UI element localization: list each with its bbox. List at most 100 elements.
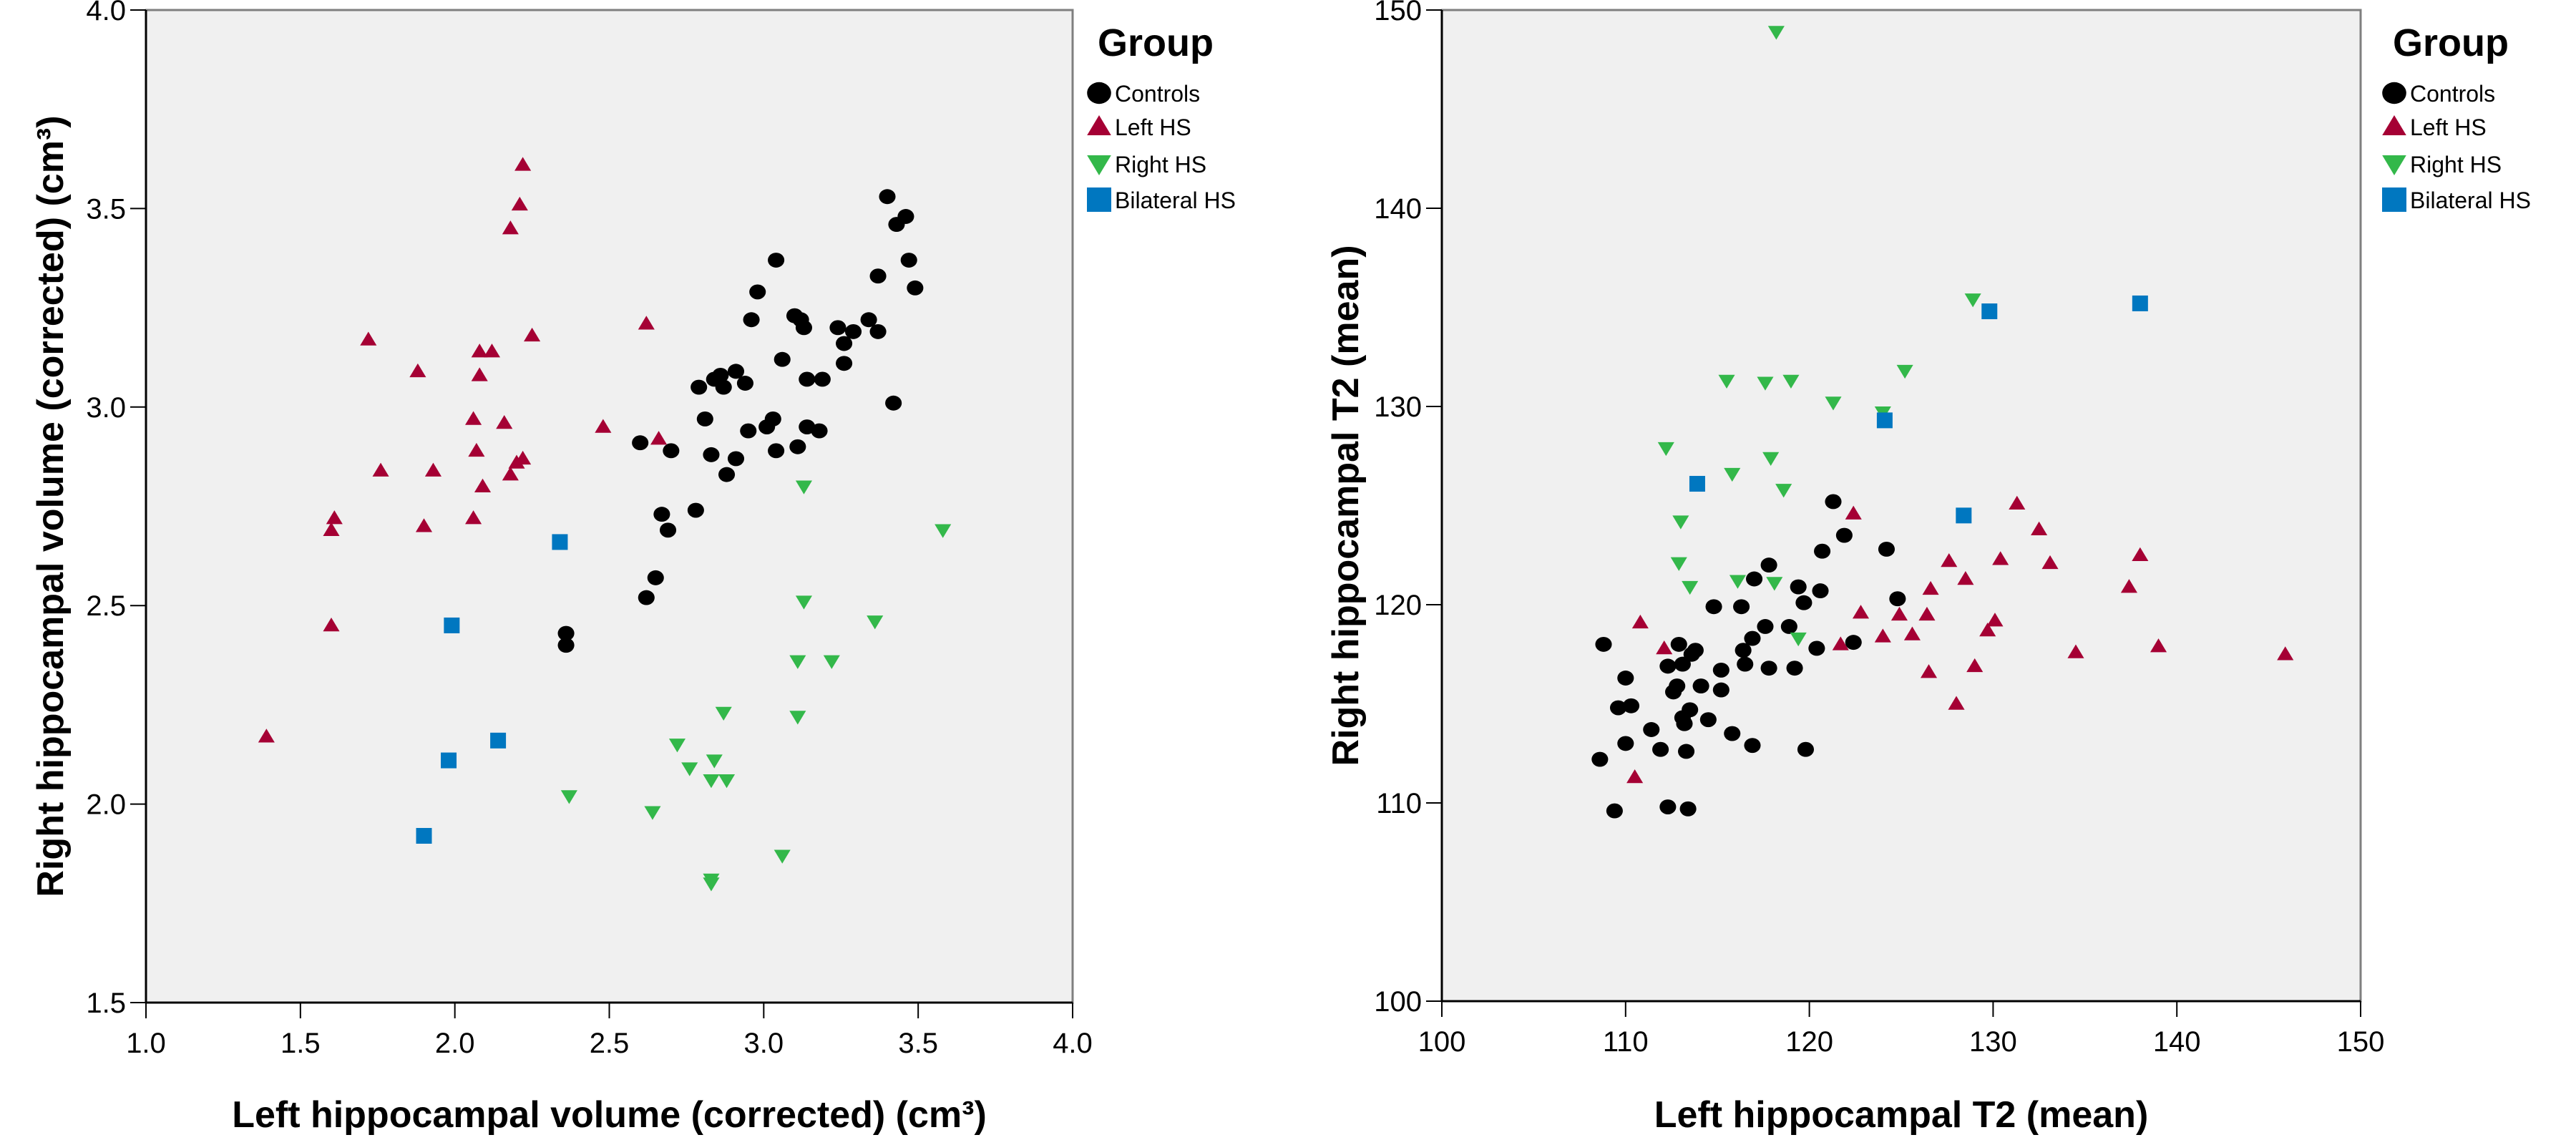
data-point-controls [1606,803,1623,819]
volume-scatter-plot: 1.0 1.5 2.0 2.5 3.0 3.5 4.01.52.02.53.03.54.0 … [30,0,1236,1136]
x-tick-label: 3.5 [898,1028,938,1059]
data-point-left-hs [511,196,528,211]
data-point-bilateral-hs [1876,412,1893,429]
data-point-bilateral-hs [416,827,432,844]
data-point-controls [1795,595,1813,610]
data-point-controls [712,367,729,383]
data-point-controls [836,336,853,351]
data-point-controls [638,590,655,605]
legend-label: Controls [2410,81,2495,107]
data-point-controls [768,443,785,459]
x-tick-label: 4.0 [1053,1028,1093,1059]
x-tick-label: 140 [2153,1026,2201,1058]
x-tick-label: 3.0 [744,1028,784,1059]
legend-title: Group [1098,21,1214,64]
data-point-controls [740,423,757,439]
data-point-controls [1683,646,1700,662]
data-point-right-hs [867,615,884,630]
y-tick-label: 130 [1374,391,1422,423]
x-tick-label: 1.0 [126,1028,166,1059]
x-tick-label: 2.5 [590,1028,630,1059]
data-point-controls [1712,682,1729,698]
data-point-right-hs [703,877,720,892]
data-point-left-hs [465,510,482,525]
data-point-controls [1757,619,1774,634]
data-point-right-hs [789,711,806,725]
data-point-controls [659,522,677,538]
t2-scatter-plot: 100 110 120 130 140 150 100 110 120 130 140 150 Lef… [1325,0,2531,1136]
data-point-bilateral-hs [490,732,507,749]
data-point-controls [1814,543,1831,559]
y-tick-label: 100 [1374,986,1422,1018]
data-point-controls [1617,736,1634,751]
data-point-bilateral-hs [1981,303,1998,320]
data-point-right-hs [644,806,661,820]
data-point-right-hs [681,762,698,776]
data-point-left-hs [323,522,340,537]
data-point-left-hs [1874,628,1891,643]
legend-marker [1087,115,1111,135]
data-point-right-hs [1762,452,1780,467]
data-point-controls [1878,541,1896,557]
data-point-controls [1609,700,1627,716]
legend-label: Controls [1115,81,1200,107]
data-point-left-hs [1922,580,1939,595]
data-point-controls [829,320,847,336]
data-point-left-hs [2031,521,2048,535]
data-point-controls [632,435,649,451]
plot-area [1440,9,2362,1003]
data-point-left-hs [2277,646,2294,661]
data-point-controls [1712,662,1729,678]
x-tick-label: 110 [1603,1026,1649,1058]
data-point-controls [888,217,905,233]
data-point-controls [736,376,753,391]
y-tick-label: 120 [1374,590,1422,621]
data-point-controls [703,447,720,462]
data-point-controls [900,253,917,268]
data-point-controls [749,284,766,300]
data-point-controls [811,423,828,439]
data-point-controls [1760,661,1777,676]
legend-title: Group [2393,21,2509,64]
data-point-controls [1677,744,1695,759]
data-point-right-hs [935,524,952,538]
legend-item-bilateral-hs: Bilateral HS [2382,187,2531,213]
x-tick-label: 1.5 [280,1028,321,1059]
data-point-controls [885,395,902,411]
data-point-bilateral-hs [444,617,460,633]
data-point-right-hs [1757,376,1774,391]
data-point-controls [758,419,776,434]
data-point-controls [715,379,732,395]
legend: Group Controls Left HS Right HS Bilateral H… [1087,21,1236,213]
data-point-controls [557,625,575,641]
data-point-right-hs [823,655,840,669]
data-point-left-hs [1852,605,1870,619]
data-point-controls [869,323,887,339]
x-tick-label: 2.0 [435,1028,475,1059]
data-point-left-hs [471,344,488,358]
data-point-left-hs [1903,626,1921,640]
data-point-right-hs [1724,467,1741,482]
data-point-controls [1699,712,1717,728]
data-point-left-hs [1948,696,1965,710]
y-tick-label: 3.0 [86,392,126,424]
data-point-controls [814,371,831,387]
y-tick-label: 110 [1376,788,1422,819]
data-point-controls [860,312,877,328]
data-point-left-hs [2150,638,2167,653]
data-point-right-hs [715,706,732,721]
data-point-right-hs [1766,577,1783,591]
data-point-left-hs [1979,623,1996,637]
data-point-left-hs [1957,570,1974,585]
data-point-controls [1705,599,1722,615]
data-point-controls [1780,619,1797,634]
data-point-controls [663,443,680,459]
data-point-left-hs [326,510,343,525]
data-point-left-hs [372,462,389,477]
data-point-left-hs [1832,636,1849,651]
x-axis-title: Left hippocampal volume (corrected) (cm³… [232,1094,987,1136]
data-point-controls [1744,738,1761,754]
legend-item-left-hs: Left HS [2382,114,2487,140]
data-point-controls [1643,722,1660,737]
data-point-left-hs [483,344,501,358]
